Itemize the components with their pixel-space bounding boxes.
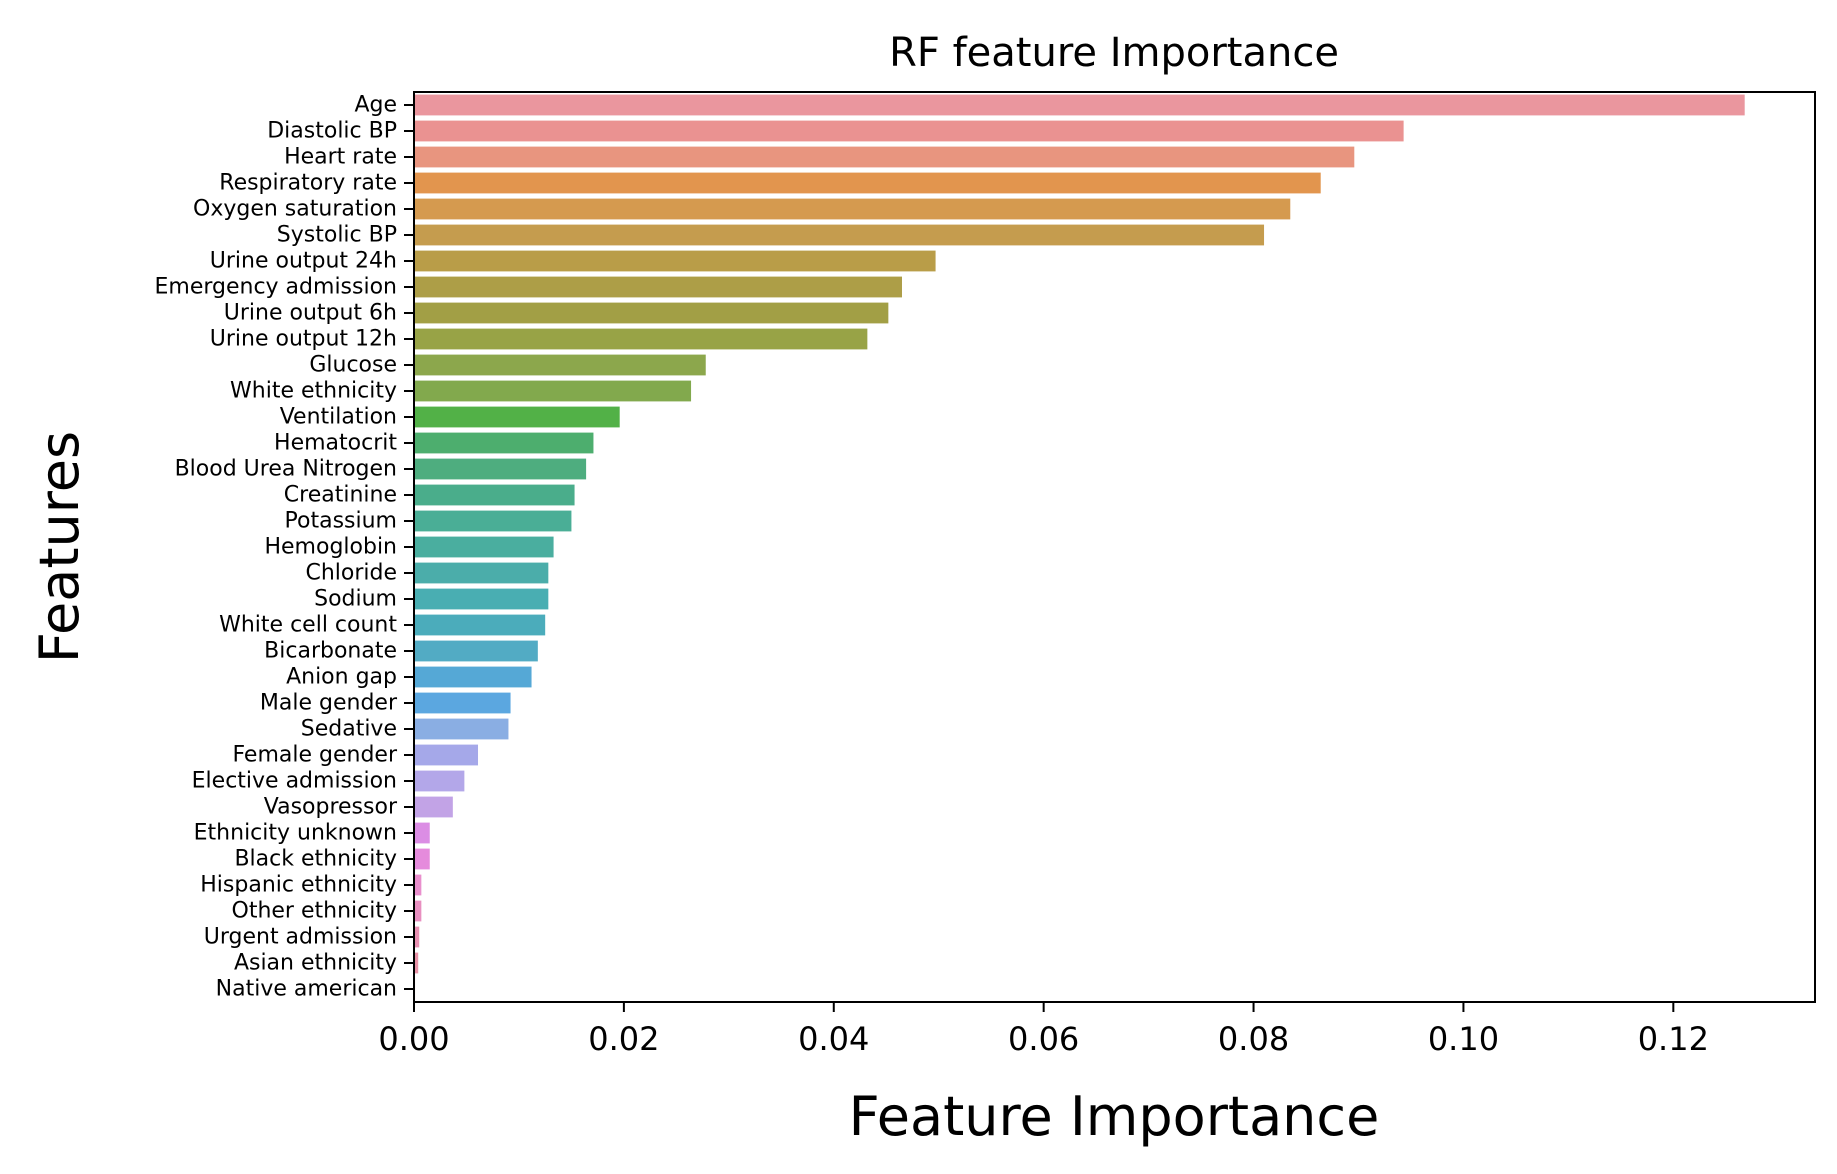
bar-27: [414, 796, 453, 818]
bar-20: [414, 614, 546, 636]
bars: [414, 94, 1745, 1000]
y-tick-label-6: Urine output 24h: [210, 249, 397, 274]
y-tick-label-18: Chloride: [305, 561, 397, 586]
y-tick-label-22: Anion gap: [286, 665, 397, 690]
y-tick-label-1: Diastolic BP: [267, 119, 397, 144]
y-tick-label-14: Blood Urea Nitrogen: [175, 457, 397, 482]
bar-15: [414, 484, 575, 506]
bar-11: [414, 380, 692, 402]
bar-9: [414, 328, 868, 350]
y-tick-label-15: Creatinine: [284, 483, 397, 508]
x-tick-label-3: 0.06: [1008, 1020, 1079, 1058]
y-tick-label-17: Hemoglobin: [264, 535, 397, 560]
bar-2: [414, 146, 1355, 168]
y-tick-label-21: Bicarbonate: [264, 639, 397, 664]
y-tick-label-32: Urgent admission: [204, 925, 397, 950]
y-tick-label-7: Emergency admission: [154, 275, 397, 300]
y-tick-label-24: Sedative: [301, 717, 397, 742]
y-tick-label-12: Ventilation: [280, 405, 397, 430]
y-tick-label-33: Asian ethnicity: [234, 951, 397, 976]
bar-19: [414, 588, 549, 610]
bar-33: [414, 952, 419, 974]
bar-18: [414, 562, 549, 584]
y-tick-label-20: White cell count: [219, 613, 397, 638]
x-axis: 0.00 0.02 0.04 0.06 0.08 0.10 0.12: [378, 1002, 1709, 1058]
bar-28: [414, 822, 430, 844]
bar-0: [414, 94, 1745, 116]
y-tick-label-27: Vasopressor: [264, 795, 398, 820]
y-tick-label-26: Elective admission: [192, 769, 397, 794]
bar-8: [414, 302, 889, 324]
bar-12: [414, 406, 620, 428]
y-tick-label-29: Black ethnicity: [234, 847, 397, 872]
y-tick-label-25: Female gender: [232, 743, 397, 768]
y-tick-label-19: Sodium: [314, 587, 397, 612]
bar-29: [414, 848, 430, 870]
y-tick-label-4: Oxygen saturation: [193, 197, 397, 222]
bar-13: [414, 432, 594, 454]
bar-24: [414, 718, 509, 740]
bar-31: [414, 900, 422, 922]
y-tick-label-2: Heart rate: [284, 145, 397, 170]
y-tick-label-31: Other ethnicity: [232, 899, 397, 924]
y-tick-label-0: Age: [354, 93, 397, 118]
bar-3: [414, 172, 1321, 194]
bar-14: [414, 458, 587, 480]
y-tick-label-30: Hispanic ethnicity: [200, 873, 397, 898]
bar-30: [414, 874, 422, 896]
bar-7: [414, 276, 902, 298]
y-axis-label: Features: [28, 431, 91, 663]
y-tick-label-11: White ethnicity: [230, 379, 397, 404]
x-tick-label-1: 0.02: [588, 1020, 659, 1058]
x-tick-label-5: 0.10: [1428, 1020, 1499, 1058]
y-tick-label-34: Native american: [216, 977, 397, 1002]
y-tick-label-10: Glucose: [309, 353, 397, 378]
x-tick-label-2: 0.04: [798, 1020, 869, 1058]
bar-26: [414, 770, 465, 792]
bar-25: [414, 744, 479, 766]
y-tick-label-8: Urine output 6h: [224, 301, 397, 326]
x-tick-label-4: 0.08: [1218, 1020, 1289, 1058]
bar-16: [414, 510, 572, 532]
bar-1: [414, 120, 1404, 142]
bar-17: [414, 536, 554, 558]
plot-frame: [413, 91, 1816, 1003]
y-tick-label-9: Urine output 12h: [210, 327, 397, 352]
y-tick-label-13: Hematocrit: [274, 431, 397, 456]
chart-title: RF feature Importance: [889, 30, 1339, 76]
x-axis-label: Feature Importance: [849, 1085, 1380, 1148]
bar-21: [414, 640, 538, 662]
x-tick-label-6: 0.12: [1638, 1020, 1709, 1058]
y-tick-label-5: Systolic BP: [277, 223, 397, 248]
y-tick-label-28: Ethnicity unknown: [194, 821, 397, 846]
y-tick-label-3: Respiratory rate: [219, 171, 397, 196]
bar-22: [414, 666, 532, 688]
bar-6: [414, 250, 936, 272]
y-tick-label-16: Potassium: [285, 509, 397, 534]
bar-23: [414, 692, 511, 714]
x-tick-label-0: 0.00: [378, 1020, 449, 1058]
bar-32: [414, 926, 420, 948]
bar-4: [414, 198, 1291, 220]
y-tick-label-23: Male gender: [260, 691, 398, 716]
bar-10: [414, 354, 706, 376]
bar-5: [414, 224, 1265, 246]
